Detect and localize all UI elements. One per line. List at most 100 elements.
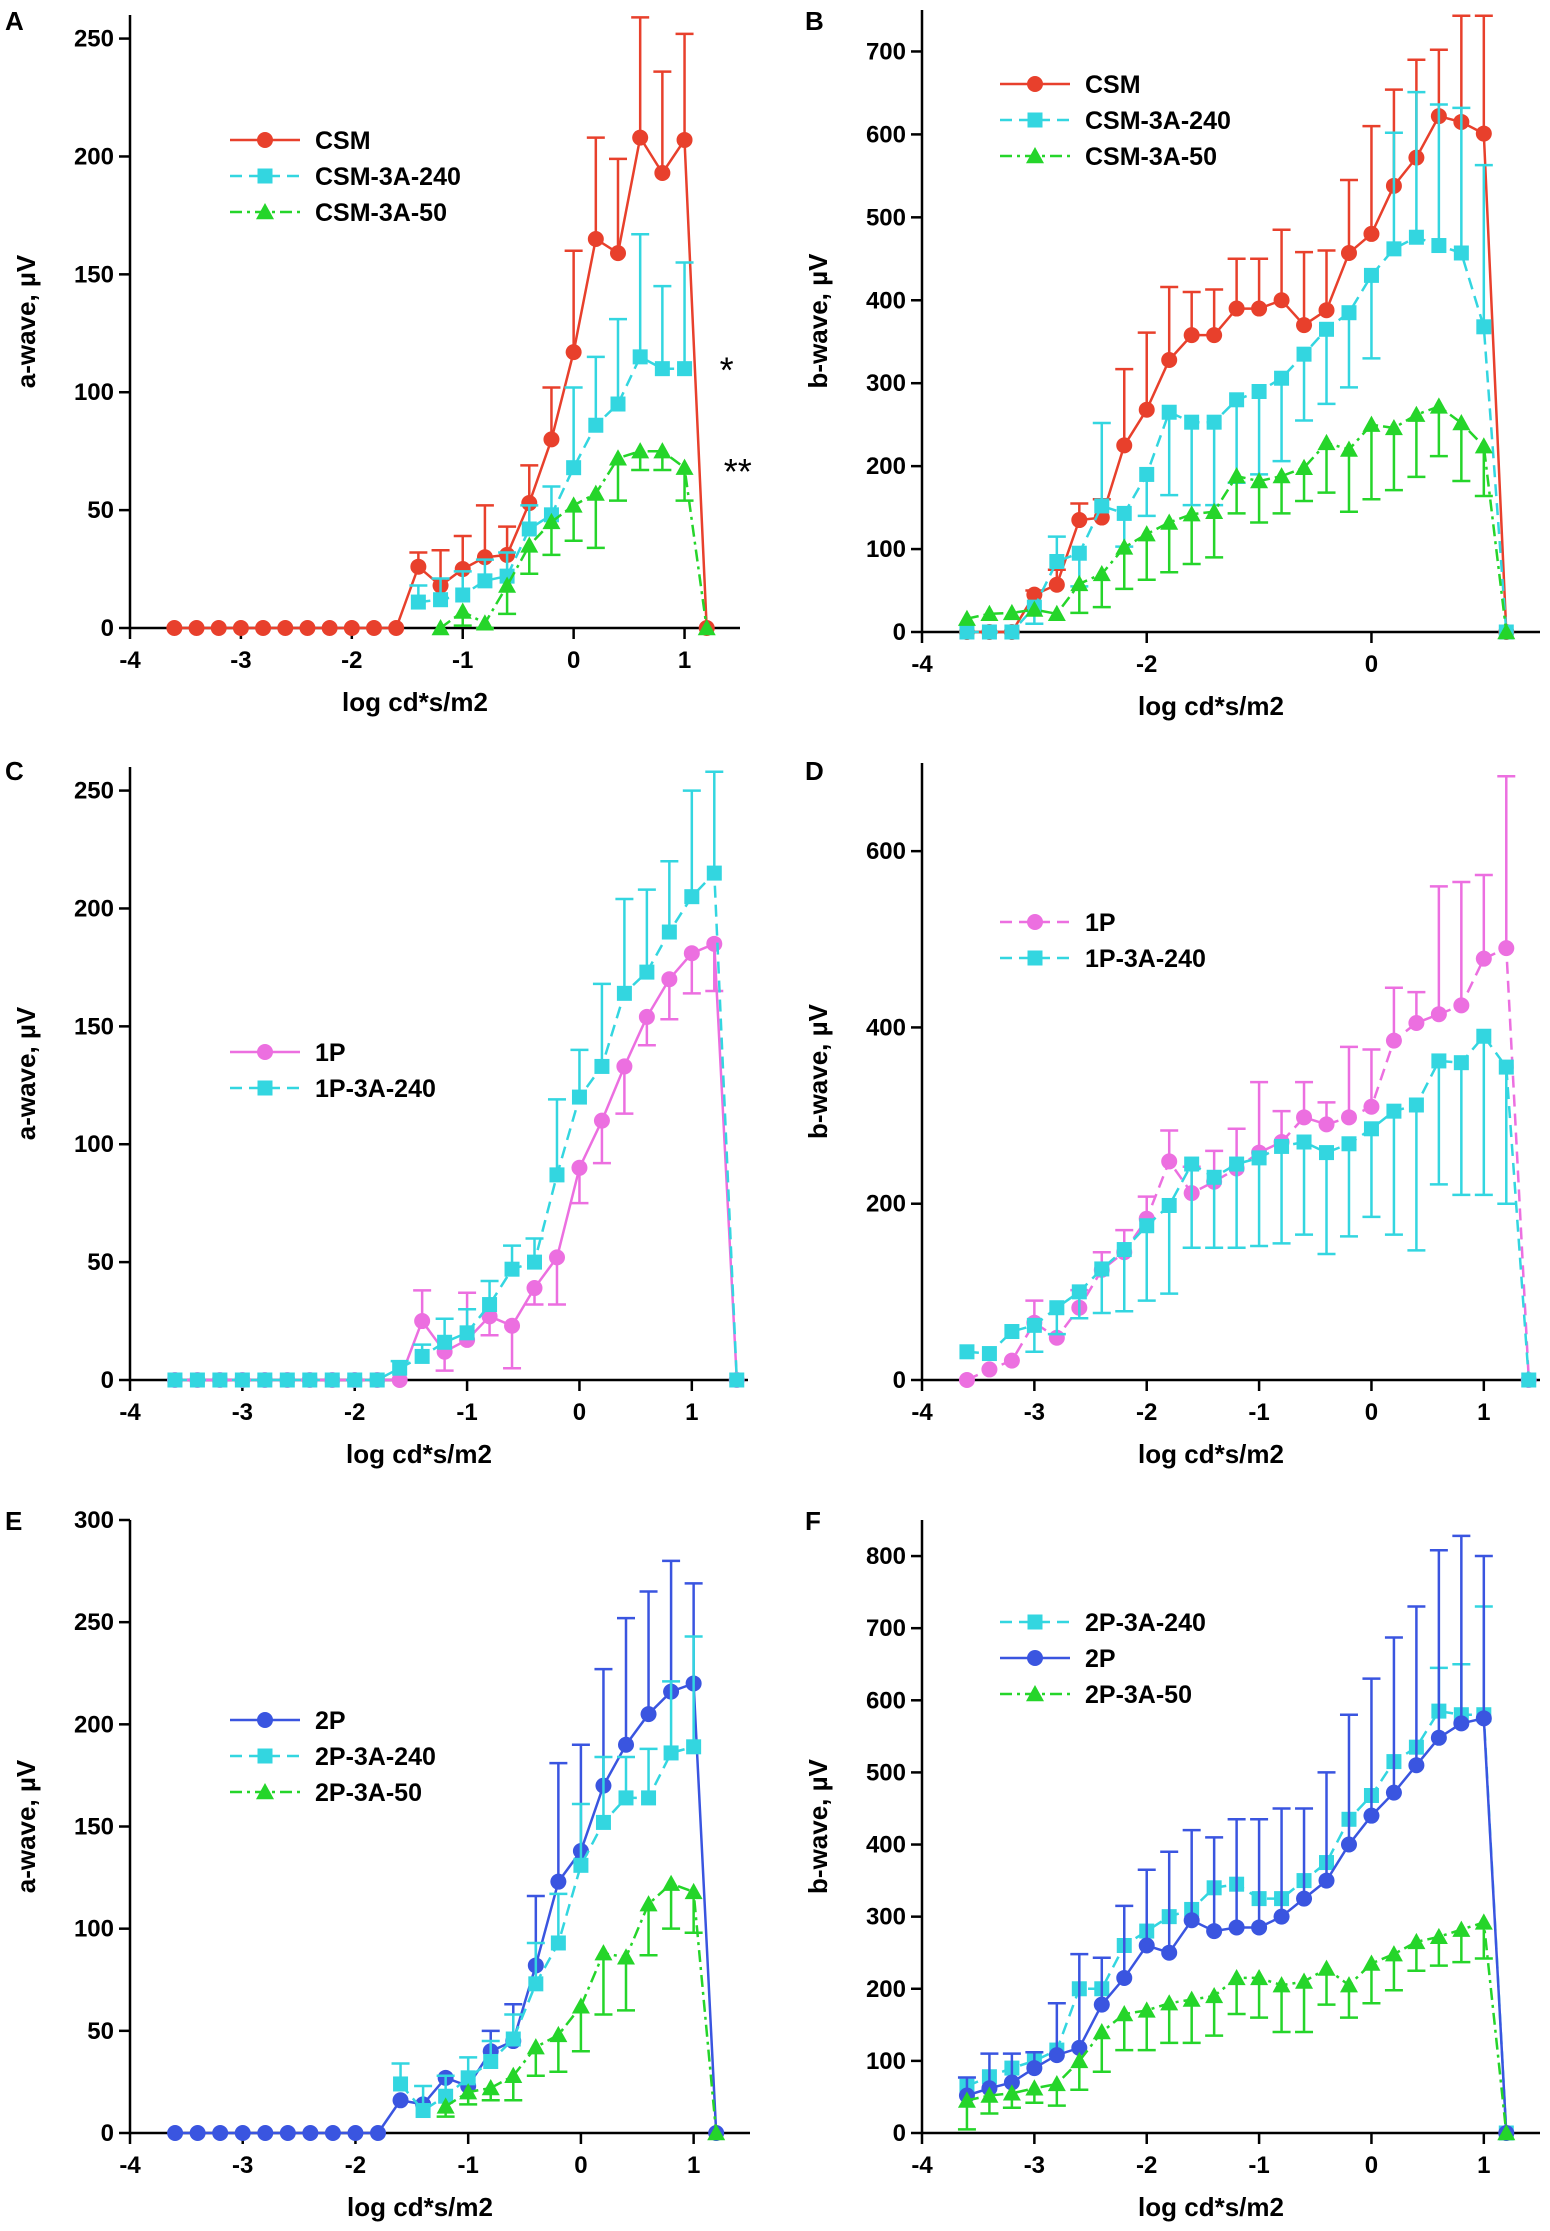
x-tick-label: -2 bbox=[1136, 651, 1157, 678]
legend-label: 1P-3A-240 bbox=[315, 1075, 436, 1103]
x-tick-label: -3 bbox=[232, 2152, 253, 2179]
x-tick-label: 0 bbox=[574, 2152, 587, 2179]
y-tick-label: 100 bbox=[866, 536, 906, 563]
series-2p bbox=[167, 1559, 725, 2141]
y-tick-label: 0 bbox=[893, 2120, 906, 2147]
data-point bbox=[1385, 1032, 1402, 1049]
data-point bbox=[1116, 1969, 1133, 1986]
legend-marker bbox=[1027, 914, 1043, 930]
data-point bbox=[1115, 538, 1134, 555]
y-tick-label: 150 bbox=[74, 1013, 114, 1040]
legend-marker bbox=[1027, 1614, 1043, 1630]
data-point bbox=[477, 573, 493, 589]
data-point bbox=[543, 431, 560, 448]
x-tick-label: -4 bbox=[119, 647, 141, 674]
data-point bbox=[595, 1814, 611, 1830]
data-point bbox=[1229, 392, 1245, 408]
panel-c: C 0 50 100 150 200 250 -4 -3 -2 -1 0 1 log cd*s/m2 a-w… bbox=[5, 756, 748, 1469]
data-point bbox=[454, 561, 471, 578]
x-tick-label: 0 bbox=[573, 1399, 586, 1426]
data-point bbox=[1407, 1932, 1426, 1950]
data-point bbox=[1138, 1937, 1155, 1954]
data-point bbox=[588, 417, 604, 433]
data-point bbox=[957, 609, 976, 626]
panel-letter-e: E bbox=[5, 1506, 22, 1536]
data-point bbox=[1227, 467, 1246, 484]
data-point bbox=[1363, 267, 1379, 283]
data-point bbox=[1229, 1156, 1245, 1172]
series-1p-3a-240 bbox=[167, 770, 745, 1388]
series-csm-3a-50 bbox=[431, 442, 716, 636]
data-point bbox=[167, 2125, 184, 2141]
data-point bbox=[1002, 2084, 1021, 2101]
data-point bbox=[641, 1790, 657, 1806]
y-tick-label: 0 bbox=[893, 619, 906, 646]
data-point bbox=[504, 2066, 523, 2083]
data-point bbox=[677, 361, 693, 377]
data-point bbox=[393, 2076, 409, 2092]
data-point bbox=[639, 964, 655, 980]
data-point bbox=[1296, 1109, 1313, 1126]
data-point bbox=[388, 620, 405, 636]
x-tick-label: -3 bbox=[232, 1399, 253, 1426]
data-point bbox=[550, 1873, 567, 1890]
y-tick-label: 250 bbox=[74, 1609, 114, 1636]
legend-marker bbox=[1027, 112, 1043, 128]
y-tick-label: 0 bbox=[101, 1367, 114, 1394]
data-point bbox=[1317, 1959, 1336, 1976]
data-point bbox=[453, 602, 472, 619]
data-point bbox=[526, 2038, 545, 2055]
data-point bbox=[1094, 1261, 1110, 1277]
y-axis-title: b-wave, µV bbox=[803, 253, 833, 389]
data-point bbox=[1386, 1103, 1402, 1119]
data-point bbox=[959, 624, 975, 640]
y-tick-label: 100 bbox=[74, 379, 114, 406]
x-tick-label: -3 bbox=[1024, 2152, 1045, 2179]
x-tick-label: 0 bbox=[1365, 1399, 1378, 1426]
data-point bbox=[1340, 1836, 1357, 1853]
data-point bbox=[166, 620, 183, 636]
data-point bbox=[1274, 370, 1290, 386]
data-point bbox=[1430, 1729, 1447, 1746]
data-point bbox=[1047, 2074, 1066, 2092]
data-point bbox=[594, 1944, 613, 1961]
data-point bbox=[1453, 1055, 1469, 1071]
data-point bbox=[1318, 1872, 1335, 1889]
data-point bbox=[1497, 2124, 1516, 2141]
data-point bbox=[481, 1308, 498, 1325]
data-point bbox=[571, 1997, 590, 2014]
data-point bbox=[483, 2053, 499, 2069]
data-point bbox=[663, 1745, 679, 1761]
series-2p-3a-240 bbox=[391, 1635, 703, 2119]
legend-label: 1P-3A-240 bbox=[1085, 945, 1206, 973]
legend: CSM CSM-3A-240 CSM-3A-50 bbox=[1000, 71, 1231, 171]
panel-letter-d: D bbox=[805, 756, 824, 786]
data-point bbox=[431, 619, 450, 636]
legend: 1P 1P-3A-240 bbox=[1000, 909, 1206, 973]
series-2p-3a-50 bbox=[436, 1874, 726, 2141]
y-tick-label: 300 bbox=[74, 1507, 114, 1534]
series-line bbox=[966, 1034, 1531, 1381]
panel-a: A 0 50 100 150 200 250 -4 -3 -2 -1 0 1 log cd*s/m2 a-w… bbox=[5, 6, 752, 717]
data-point bbox=[1318, 1116, 1335, 1133]
data-point bbox=[1385, 1784, 1402, 1801]
data-point bbox=[1475, 950, 1492, 967]
significance-annotation: ** bbox=[724, 451, 752, 492]
data-point bbox=[1228, 1919, 1245, 1936]
data-point bbox=[1296, 1890, 1313, 1907]
data-point bbox=[550, 1935, 566, 1951]
data-point bbox=[1184, 1156, 1200, 1172]
data-point bbox=[347, 2125, 364, 2141]
data-point bbox=[686, 1739, 702, 1755]
data-point bbox=[617, 1948, 635, 1965]
data-point bbox=[277, 620, 294, 636]
data-point bbox=[212, 2125, 229, 2141]
data-point bbox=[1025, 600, 1044, 617]
x-tick-label: -3 bbox=[1024, 1399, 1045, 1426]
x-tick-label: -3 bbox=[230, 647, 251, 674]
data-point bbox=[391, 1372, 408, 1388]
y-tick-label: 200 bbox=[866, 453, 906, 480]
data-point bbox=[1161, 1944, 1178, 1961]
x-tick-label: -4 bbox=[911, 2152, 933, 2179]
data-point bbox=[321, 620, 338, 636]
